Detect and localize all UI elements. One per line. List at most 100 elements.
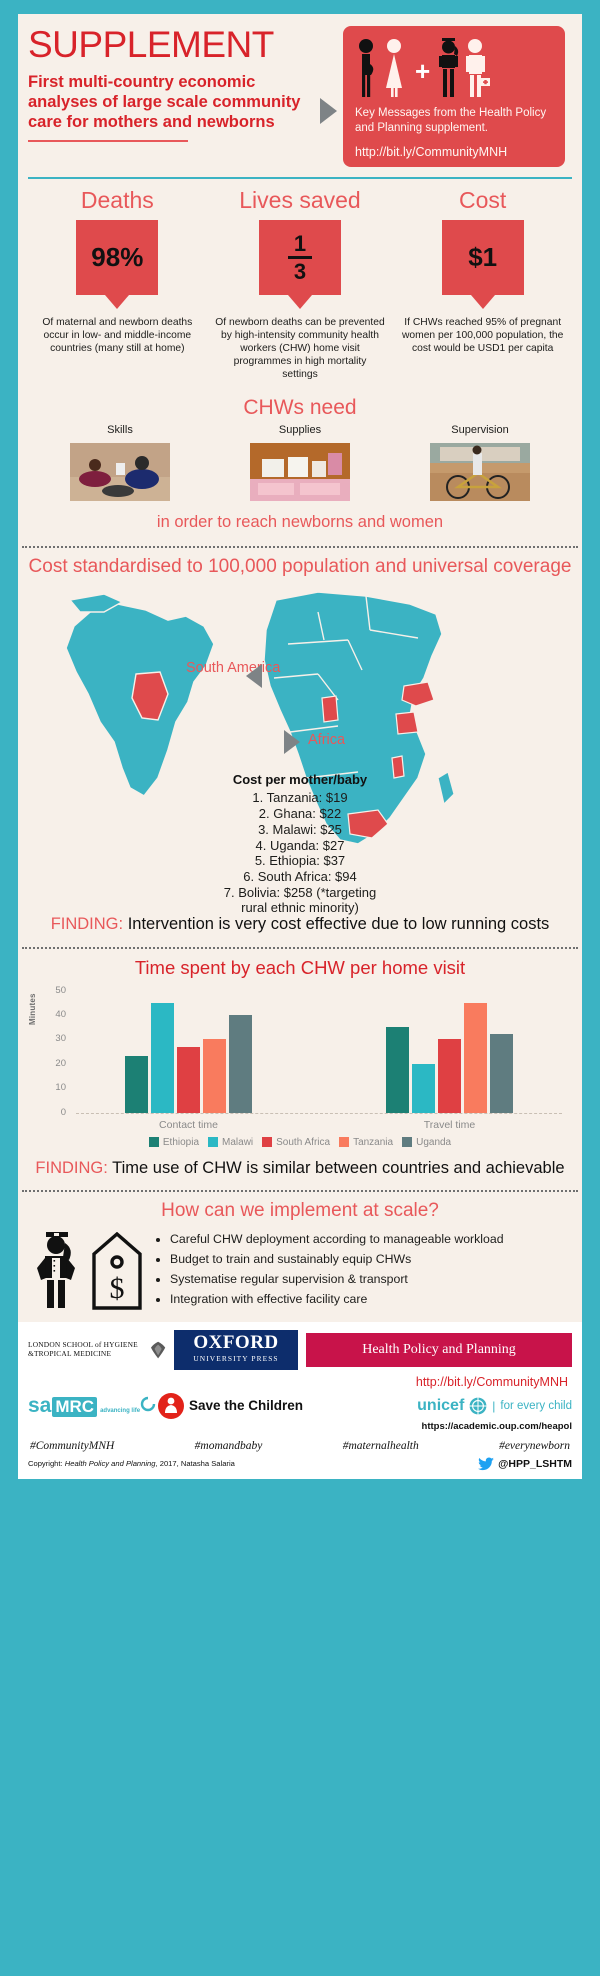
twitter-handle-block[interactable]: @HPP_LSHTM [478,1457,572,1471]
oup-logo-line2: UNIVERSITY PRESS [193,1353,279,1363]
chart-legend: Ethiopia Malawi South Africa Tanzania Uganda [18,1137,582,1148]
chart-bar[interactable] [412,1063,435,1113]
scale-section-title: How can we implement at scale? [161,1199,439,1221]
stat-heading: Lives saved [239,187,361,214]
chart-bar[interactable] [203,1039,226,1113]
south-america-map [65,593,215,798]
finding-time: FINDING: Time use of CHW is similar betw… [18,1156,582,1182]
cost-list-box: Cost per mother/baby 1. Tanzania: $19 2.… [18,772,582,916]
chart-bar[interactable] [438,1039,461,1113]
chart-legend-item[interactable]: Ethiopia [148,1137,199,1148]
chw-with-bicycle-photo [430,442,530,501]
list-item: rural ethnic minority) [241,900,359,916]
unicef-logo: unicef | for every child [333,1397,572,1415]
chart-y-axis-label: Minutes [28,992,37,1025]
chart-y-tick: 40 [55,1008,66,1020]
divider-teal [28,177,572,180]
price-tag-dollar-icon: $ [92,1231,142,1310]
copyright-journal: Health Policy and Planning [64,1459,156,1469]
stat-heading: Deaths [80,187,154,214]
stats-row: Deaths 98% Of maternal and newborn death… [18,179,582,381]
chw-need-title: CHWs need [243,395,357,419]
save-the-children-logo: Save the Children [158,1392,333,1419]
chart-x-label: Travel time [423,1118,476,1131]
chart-bar[interactable] [490,1034,513,1113]
person-with-medical-kit-icon [466,39,491,97]
chw-need-caption: in order to reach newborns and women [156,512,444,531]
save-the-children-icon [158,1392,184,1419]
hashtag: #maternalhealth [342,1439,419,1452]
chart-legend-swatch [262,1137,273,1148]
twitter-bird-icon [478,1457,495,1470]
need-item-supplies: Supplies [210,424,390,501]
footer-hashtags: #CommunityMNH #momandbaby #maternalhealt… [28,1432,572,1452]
chart-legend-item[interactable]: South Africa [262,1137,330,1148]
lshtm-crest-icon [150,1341,166,1358]
key-messages-url[interactable]: http://bit.ly/CommunityMNH [355,145,508,160]
hashtag: #momandbaby [194,1439,263,1452]
woman-icon [386,39,402,97]
chart-legend-label: Uganda [416,1136,452,1148]
lshtm-logo: LONDON SCHOOL of HYGIENE &TROPICAL MEDIC… [28,1333,168,1367]
lshtm-logo-text: LONDON SCHOOL of HYGIENE &TROPICAL MEDIC… [28,1339,138,1358]
chart-legend-item[interactable]: Malawi [208,1137,253,1148]
world-map-graphic [65,591,455,846]
divider-dotted [22,1189,578,1192]
footer-bitly-url[interactable]: http://bit.ly/CommunityMNH [415,1374,568,1389]
finding-text: Time use of CHW is similar between count… [112,1158,565,1177]
chart-y-tick: 0 [60,1106,66,1118]
unicef-tagline: for every child [500,1399,572,1412]
samrc-logo: sa MRC advancing life [28,1394,158,1418]
arrow-right-icon [320,98,337,124]
oup-logo: OXFORD UNIVERSITY PRESS [174,1329,298,1370]
need-label: Supplies [278,423,322,436]
chart-bar[interactable] [229,1014,252,1113]
arrow-right-icon [284,730,300,755]
hashtag: #everynewborn [499,1439,570,1452]
footer-logos-row-2: sa MRC advancing life Save the Children … [28,1392,572,1419]
arrow-left-icon [246,664,262,689]
hashtag: #CommunityMNH [30,1439,115,1452]
chart-legend-item[interactable]: Uganda [402,1137,451,1148]
list-item: Careful CHW deployment according to mana… [170,1232,570,1248]
footer-logos-row-1: LONDON SCHOOL of HYGIENE &TROPICAL MEDIC… [28,1329,572,1370]
oup-logo-line1: OXFORD [193,1331,279,1353]
chart-legend-swatch [208,1137,219,1148]
ethiopia-highlight [401,681,435,708]
key-messages-text: Key Messages from the Health Policy and … [355,107,547,135]
infographic-card: SUPPLEMENT First multi-country economic … [18,14,582,1322]
chart-bar-group [76,991,301,1113]
chart-legend-label: Malawi [222,1136,254,1148]
chart-bar[interactable] [151,1002,174,1113]
chart-y-tick: 50 [55,984,66,996]
chart-bars [76,991,562,1113]
chart-bar[interactable] [386,1027,409,1113]
chart-y-tick: 30 [55,1033,66,1045]
chart-bar[interactable] [177,1046,200,1113]
chart-bar[interactable] [125,1056,148,1113]
stat-heading: Cost [459,187,507,214]
fraction-numerator: 1 [287,232,313,259]
footer-academic-url[interactable]: https://academic.oup.com/heapol [421,1420,572,1432]
samrc-sa: sa [28,1393,52,1417]
health-worker-icon [37,1231,75,1308]
list-item: 3. Malawi: $25 [258,821,342,837]
chart-title: Time spent by each CHW per home visit [134,956,466,978]
map-section-title: Cost standardised to 100,000 population … [28,555,572,577]
save-the-children-text: Save the Children [189,1398,304,1414]
chart-legend-item[interactable]: Tanzania [339,1137,393,1148]
tanzania-highlight [395,711,419,736]
chart-legend-label: South Africa [276,1136,331,1148]
stat-description: If CHWs reached 95% of pregnant women pe… [401,317,564,355]
chart-legend-swatch [402,1137,413,1148]
need-label: Skills [107,423,133,436]
footer-copyright-row: Copyright: Health Policy and Planning, 2… [28,1457,572,1471]
chw-teaching-photo [70,442,170,501]
finding-text: Intervention is very cost effective due … [127,915,550,934]
chart-gridline [76,1112,562,1114]
chart-bar[interactable] [464,1002,487,1113]
svg-text:$: $ [110,1272,125,1305]
stat-value-badge: $1 [441,220,524,296]
divider-dotted [22,545,578,548]
list-item: Budget to train and sustainably equip CH… [170,1252,570,1268]
